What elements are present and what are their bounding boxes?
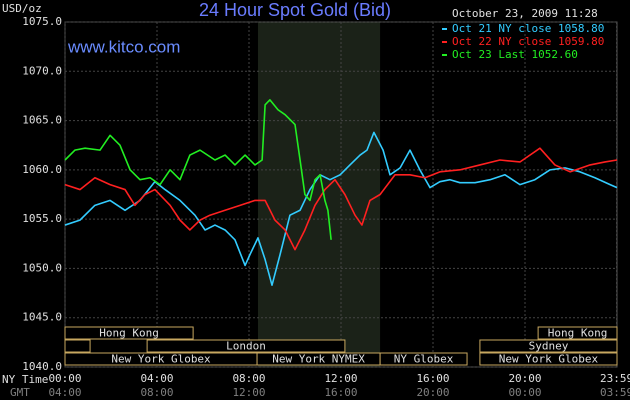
session-label: New York Globex <box>111 353 211 366</box>
y-tick-label: 1075.0 <box>22 15 62 28</box>
session-box <box>479 352 618 366</box>
x2-axis-label: GMT <box>10 386 30 399</box>
session-label: London <box>226 340 266 353</box>
x2-tick-label: 12:00 <box>232 386 265 399</box>
y-tick-label: 1060.0 <box>22 163 62 176</box>
session-label: Hong Kong <box>99 327 159 340</box>
x-axis-label: NY Time <box>2 373 48 386</box>
plot-background <box>64 21 618 368</box>
y-tick-label: 1055.0 <box>22 212 62 225</box>
y-tick-label: 1045.0 <box>22 311 62 324</box>
x-tick-label: 23:59 <box>600 372 630 385</box>
legend-label: Oct 21 NY close 1058.80 <box>452 22 604 35</box>
x-tick-label: 08:00 <box>232 372 265 385</box>
x-tick-label: 16:00 <box>416 372 449 385</box>
x2-tick-label: 04:00 <box>48 386 81 399</box>
legend-swatch <box>442 54 447 56</box>
x2-tick-label: 00:00 <box>508 386 541 399</box>
labels: 1040.0 1045.0 1050.0 1055.0 1060.0 1065.0 1070… <box>22 15 630 399</box>
session-box <box>537 326 618 340</box>
x2-tick-label: 20:00 <box>416 386 449 399</box>
session-box <box>64 326 194 340</box>
y-tick-label: 1040.0 <box>22 360 62 373</box>
session-label: NY Globex <box>394 353 454 366</box>
x2-tick-label: 08:00 <box>140 386 173 399</box>
legend-label: Oct 22 NY close 1059.80 <box>452 35 604 48</box>
x2-tick-label: 16:00 <box>324 386 357 399</box>
session-box <box>379 352 468 366</box>
x2-tick-label: 03:59 <box>600 386 630 399</box>
x-tick-label: 20:00 <box>508 372 541 385</box>
grid <box>64 21 618 368</box>
session-label: Hong Kong <box>548 327 608 340</box>
legend-label: Oct 23 Last 1052.60 <box>452 48 578 61</box>
session-label: New York NYMEX <box>272 353 365 366</box>
y-tick-label: 1050.0 <box>22 261 62 274</box>
session-label: Sydney <box>529 340 569 353</box>
y-axis-label: USD/oz <box>2 2 42 15</box>
session-box <box>64 339 91 353</box>
session-label: New York Globex <box>499 353 599 366</box>
legend-swatch <box>442 41 447 43</box>
price-line <box>64 147 618 251</box>
lines <box>64 99 618 286</box>
session-box <box>479 339 618 353</box>
x-tick-label: 12:00 <box>324 372 357 385</box>
price-line <box>64 99 332 240</box>
y-tick-label: 1070.0 <box>22 64 62 77</box>
timestamp: October 23, 2009 11:28 <box>452 7 598 20</box>
chart-title: 24 Hour Spot Gold (Bid) <box>199 0 391 20</box>
x-tick-label: 00:00 <box>48 372 81 385</box>
watermark: www.kitco.com <box>67 37 180 56</box>
y-tick-label: 1065.0 <box>22 114 62 127</box>
legend-swatch <box>442 28 447 30</box>
x-tick-label: 04:00 <box>140 372 173 385</box>
shaded-band <box>257 22 381 367</box>
session-box <box>146 339 346 353</box>
price-line <box>64 131 618 286</box>
